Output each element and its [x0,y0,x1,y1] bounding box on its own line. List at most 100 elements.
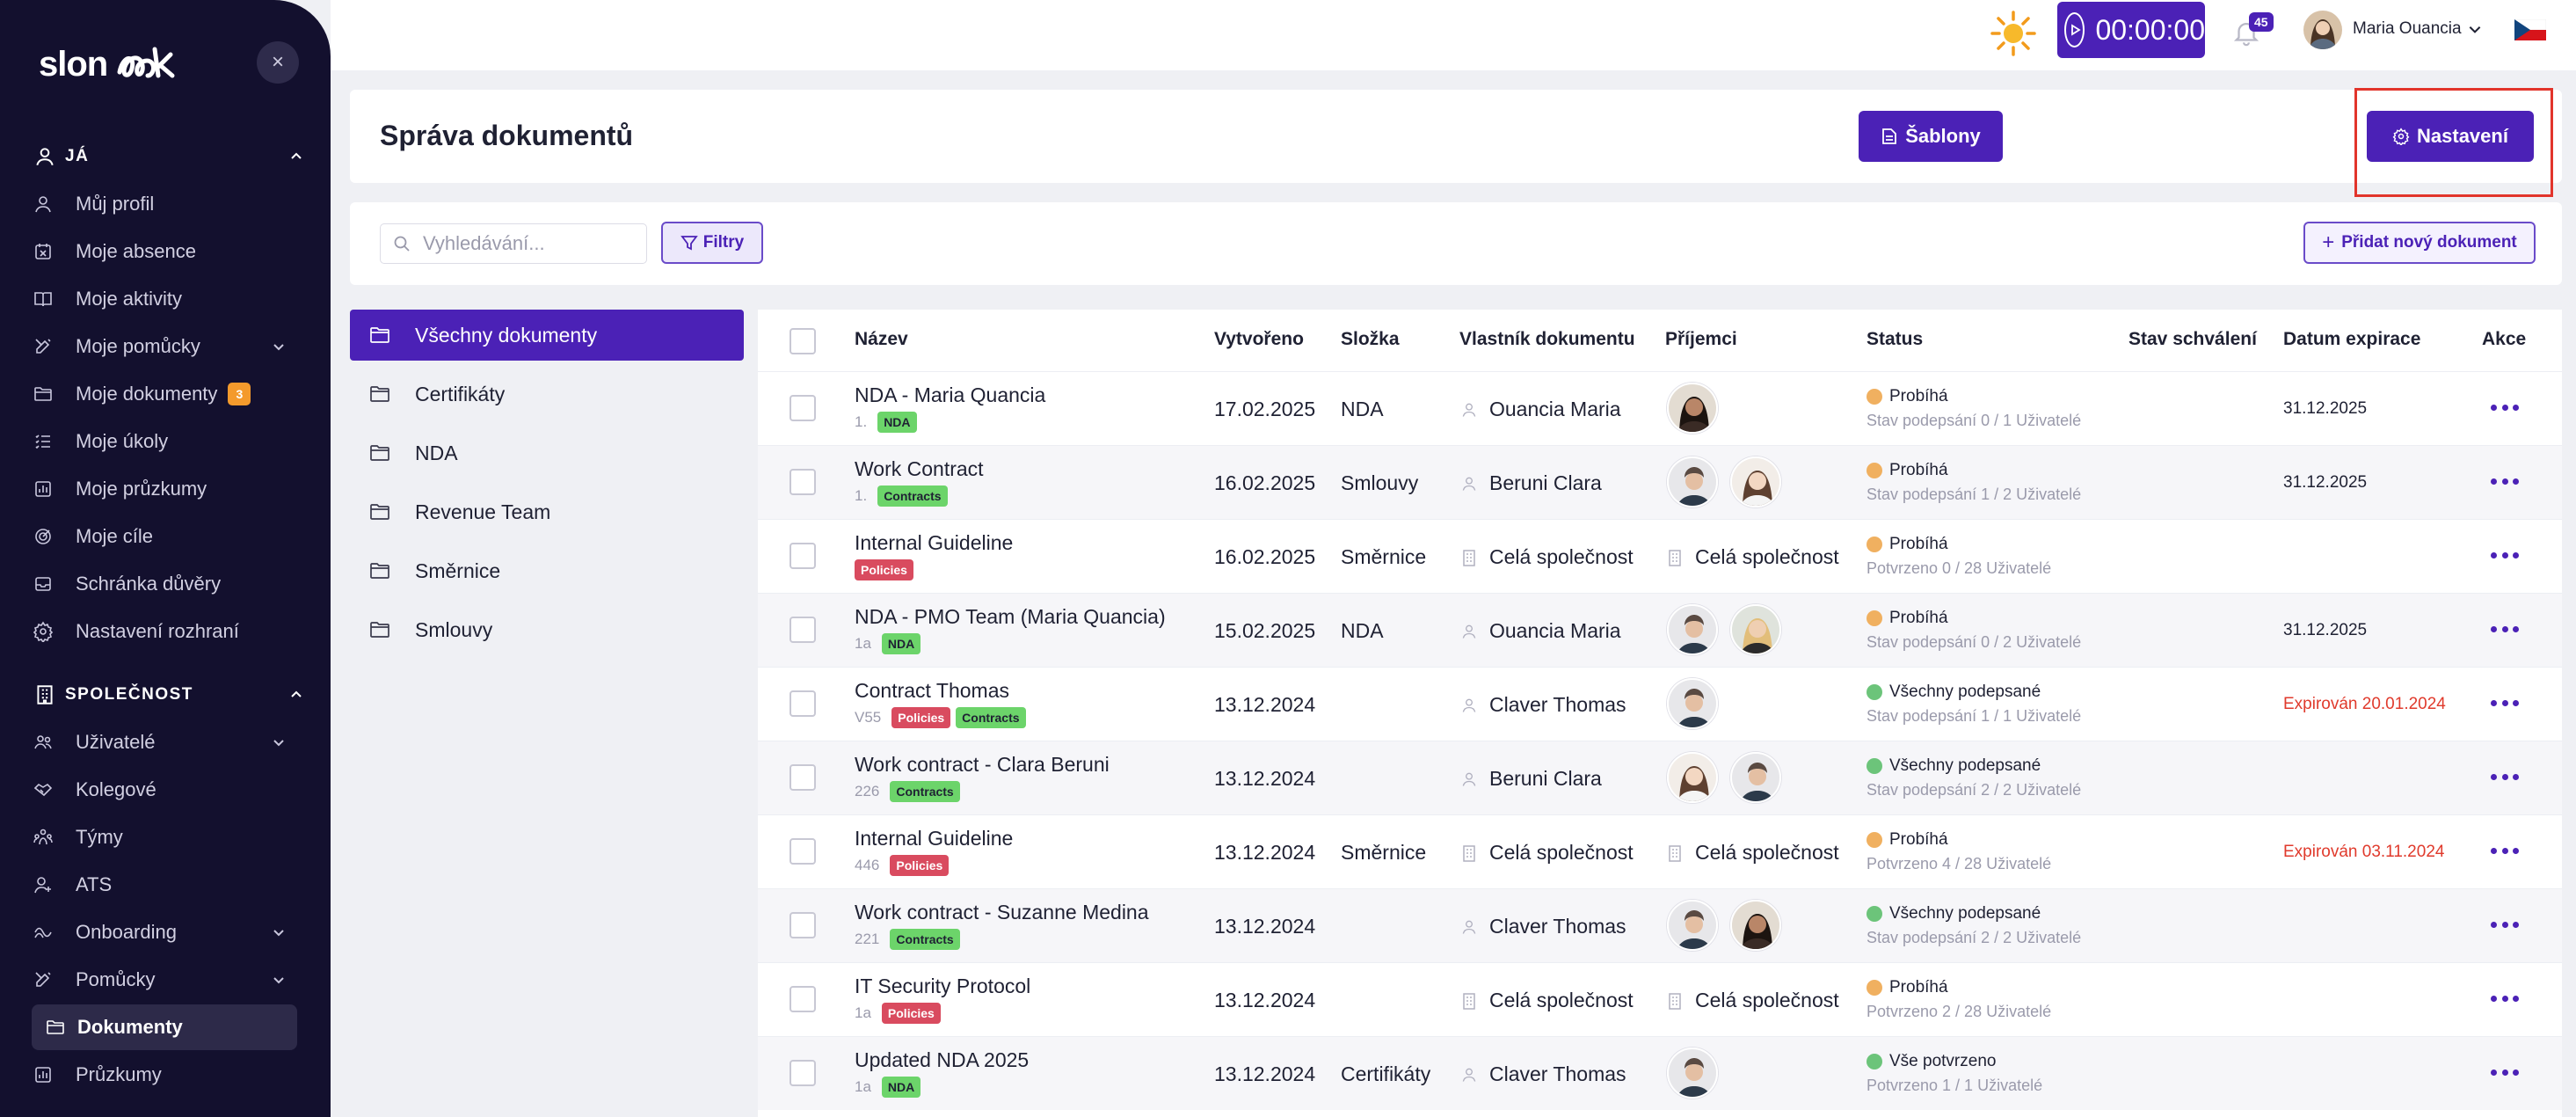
sidebar-item-my-documents[interactable]: Moje dokumenty 3 [32,371,297,417]
table-row[interactable] [758,962,2562,1036]
row-actions-button[interactable] [2491,922,2519,931]
document-name[interactable]: NDA - Maria Quancia [855,383,1046,406]
table-row[interactable] [758,445,2562,519]
row-actions-button[interactable] [2491,405,2519,413]
search-input[interactable] [423,232,634,255]
row-checkbox[interactable] [790,617,816,643]
row-actions-button[interactable] [2491,478,2519,487]
sidebar-item-ats[interactable]: ATS [32,862,297,908]
folder-item[interactable]: Certifikáty [350,369,744,420]
sidebar-item-documents[interactable]: Dokumenty [32,1004,297,1050]
document-name[interactable]: IT Security Protocol [855,975,1031,997]
recipient-avatar[interactable] [1667,752,1718,803]
column-header-name[interactable]: Název [855,329,908,349]
recipient-avatar[interactable] [1667,900,1718,951]
section-company-header[interactable]: SPOLEČNOST [32,677,304,712]
folder-item[interactable]: Všechny dokumenty [350,310,744,361]
row-checkbox[interactable] [790,764,816,791]
row-actions-button[interactable] [2491,700,2519,709]
recipients-company[interactable]: Celá společnost [1665,989,1839,1012]
recipient-avatar[interactable] [1667,1048,1718,1099]
column-header-created[interactable]: Vytvořeno [1214,329,1304,349]
user-avatar[interactable] [2303,11,2342,49]
search-box[interactable] [380,223,647,264]
recipient-avatar[interactable] [1730,752,1781,803]
row-checkbox[interactable] [790,912,816,938]
row-actions-button[interactable] [2491,626,2519,635]
document-owner[interactable]: Beruni Clara [1459,471,1602,495]
document-owner[interactable]: Beruni Clara [1459,767,1602,791]
document-name[interactable]: Work Contract [855,457,984,480]
column-header-expiry[interactable]: Datum expirace [2283,329,2421,349]
table-row[interactable] [758,741,2562,814]
document-owner[interactable]: Claver Thomas [1459,693,1626,717]
row-checkbox[interactable] [790,395,816,421]
sidebar-item-ui-settings[interactable]: Nastavení rozhraní [32,609,297,654]
row-checkbox[interactable] [790,986,816,1012]
row-actions-button[interactable] [2491,1070,2519,1078]
document-owner[interactable]: Claver Thomas [1459,915,1626,938]
sidebar-item-surveys[interactable]: Průzkumy [32,1052,297,1098]
recipient-avatar[interactable] [1730,900,1781,951]
row-actions-button[interactable] [2491,848,2519,857]
section-me-header[interactable]: JÁ [32,139,304,174]
table-row[interactable] [758,888,2562,962]
add-document-button[interactable]: + Přidat nový dokument [2303,222,2536,264]
sidebar-item-my-tools[interactable]: Moje pomůcky [32,324,297,369]
sidebar-item-my-tasks[interactable]: Moje úkoly [32,419,297,464]
recipients-company[interactable]: Celá společnost [1665,841,1839,865]
recipient-avatar[interactable] [1667,678,1718,729]
column-header-owner[interactable]: Vlastník dokumentu [1459,329,1635,349]
document-owner[interactable]: Celá společnost [1459,989,1634,1012]
recipient-avatar[interactable] [1667,456,1718,507]
document-name[interactable]: Work contract - Suzanne Medina [855,901,1149,924]
document-owner[interactable]: Ouancia Maria [1459,619,1621,643]
row-checkbox[interactable] [790,1060,816,1086]
document-name[interactable]: NDA - PMO Team (Maria Quancia) [855,605,1166,628]
sidebar-item-users[interactable]: Uživatelé [32,719,297,765]
sidebar-item-tools[interactable]: Pomůcky [32,957,297,1003]
sidebar-item-my-profile[interactable]: Můj profil [32,181,297,227]
column-header-status[interactable]: Status [1867,329,1924,349]
sidebar-item-my-surveys[interactable]: Moje průzkumy [32,466,297,512]
table-row[interactable] [758,667,2562,741]
user-name[interactable]: Maria Ouancia [2353,19,2462,38]
folder-item[interactable]: Smlouvy [350,604,744,655]
app-logo[interactable]: slon [39,42,188,96]
table-row[interactable] [758,1036,2562,1110]
row-actions-button[interactable] [2491,552,2519,561]
row-checkbox[interactable] [790,690,816,717]
document-owner[interactable]: Claver Thomas [1459,1062,1626,1086]
sidebar-close-button[interactable]: × [257,41,299,84]
document-name[interactable]: Updated NDA 2025 [855,1048,1030,1071]
settings-button[interactable]: Nastavení [2367,111,2534,162]
column-header-approval[interactable]: Stav schválení [2128,329,2257,349]
column-header-recipients[interactable]: Příjemci [1665,329,1737,349]
sidebar-item-trust-box[interactable]: Schránka důvěry [32,561,297,607]
sidebar-item-my-goals[interactable]: Moje cíle [32,514,297,559]
sidebar-item-colleagues[interactable]: Kolegové [32,767,297,813]
sidebar-item-my-activities[interactable]: Moje aktivity [32,276,297,322]
document-name[interactable]: Contract Thomas [855,679,1009,702]
document-owner[interactable]: Celá společnost [1459,841,1634,865]
chevron-down-icon[interactable] [2467,21,2485,39]
document-name[interactable]: Work contract - Clara Beruni [855,753,1110,776]
sun-icon[interactable] [1989,9,2038,58]
row-checkbox[interactable] [790,838,816,865]
row-checkbox[interactable] [790,543,816,569]
recipient-avatar[interactable] [1730,456,1781,507]
sidebar-item-onboarding[interactable]: Onboarding [32,909,297,955]
row-checkbox[interactable] [790,469,816,495]
table-row[interactable] [758,814,2562,888]
row-actions-button[interactable] [2491,774,2519,783]
templates-button[interactable]: Šablony [1859,111,2003,162]
sidebar-item-teams[interactable]: Týmy [32,814,297,860]
document-name[interactable]: Internal Guideline [855,827,1014,850]
document-owner[interactable]: Ouancia Maria [1459,398,1621,421]
recipients-company[interactable]: Celá společnost [1665,545,1839,569]
recipient-avatar[interactable] [1667,383,1718,434]
select-all-checkbox[interactable] [790,328,816,354]
table-row[interactable] [758,519,2562,593]
document-name[interactable]: Internal Guideline [855,531,1014,554]
document-owner[interactable]: Celá společnost [1459,545,1634,569]
